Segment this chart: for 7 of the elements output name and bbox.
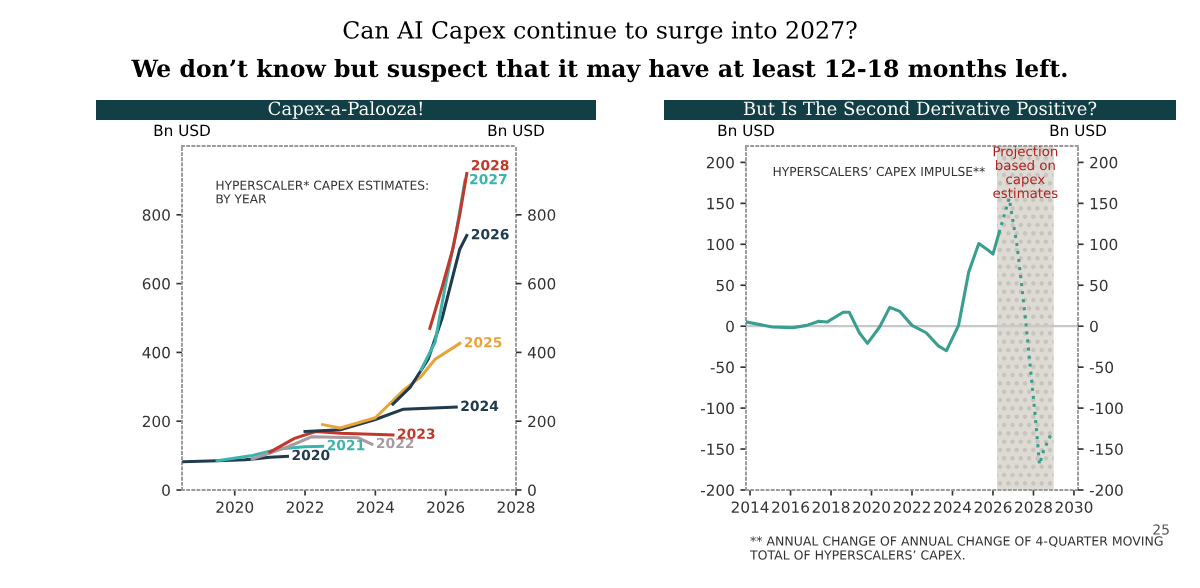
- line-series: [428, 171, 469, 330]
- text: We don’t know but suspect that it may have at least 12-18 months left.: [131, 58, 1067, 83]
- chart-title: Capex-a-Palooza!: [268, 101, 422, 119]
- chart-title: But Is The Second Derivative Positive?: [743, 101, 1097, 116]
- text: Can AI Capex continue to surge into 2027?: [343, 21, 857, 44]
- line-series: [321, 341, 462, 430]
- line-series: [250, 435, 374, 461]
